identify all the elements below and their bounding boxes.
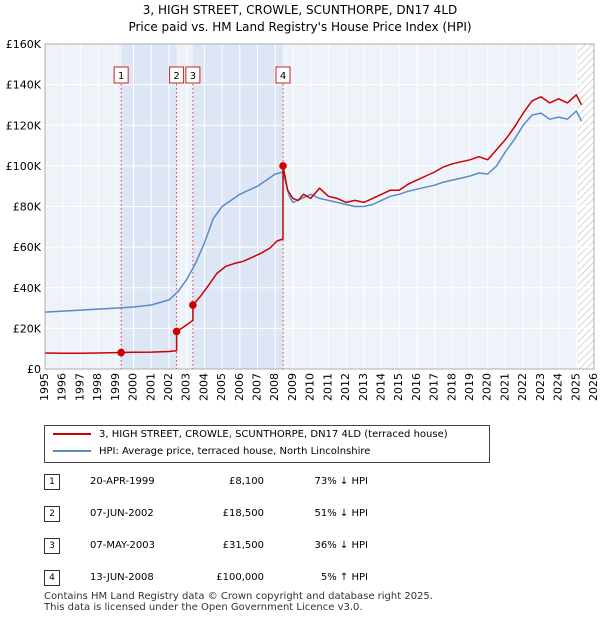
transaction-point	[117, 348, 125, 357]
row-hpi: 5% ↑ HPI	[320, 572, 368, 583]
x-tick-label: 1997	[73, 373, 86, 401]
row-hpi: 51% ↓ HPI	[314, 508, 368, 519]
transaction-marker-label: 1	[118, 71, 124, 82]
x-tick-label: 1998	[91, 373, 104, 401]
x-tick-label: 2007	[251, 373, 264, 401]
footer-line-2: This data is licensed under the Open Gov…	[44, 602, 363, 613]
row-hpi: 73% ↓ HPI	[314, 476, 368, 487]
row-price: £100,000	[216, 572, 264, 583]
row-date: 07-MAY-2003	[90, 540, 156, 551]
x-tick-label: 2014	[374, 373, 387, 401]
transaction-marker-box	[275, 66, 291, 84]
transaction-marker-label: 4	[280, 71, 286, 82]
legend-item-property: 3, HIGH STREET, CROWLE, SCUNTHORPE, DN17…	[53, 427, 448, 443]
x-tick-label: 2000	[127, 373, 140, 401]
x-tick-label: 2018	[445, 373, 458, 401]
table-row: 2 07-JUN-2002 £18,500 51% ↓ HPI	[0, 502, 600, 524]
y-tick-label: £120K	[6, 119, 42, 132]
x-tick-label: 2012	[339, 373, 352, 401]
x-tick-label: 1995	[38, 373, 51, 401]
x-tick-label: 2004	[197, 373, 210, 401]
table-row: 1 20-APR-1999 £8,100 73% ↓ HPI	[0, 470, 600, 492]
legend-item-hpi: HPI: Average price, terraced house, Nort…	[53, 444, 370, 460]
x-tick-label: 2003	[180, 373, 193, 401]
row-number-badge: 2	[44, 506, 60, 522]
chart-title: 3, HIGH STREET, CROWLE, SCUNTHORPE, DN17…	[0, 2, 600, 36]
x-tick-label: 2001	[144, 373, 157, 401]
x-tick-label: 2025	[569, 373, 582, 401]
row-number-badge: 1	[44, 474, 60, 490]
x-tick-label: 2009	[286, 373, 299, 401]
price-chart: £0 £20K £40K £60K £80K £100K £120K £140K £160K 19…	[6, 38, 600, 401]
title-line-1: 3, HIGH STREET, CROWLE, SCUNTHORPE, DN17…	[142, 3, 458, 17]
footer-line-1: Contains HM Land Registry data © Crown c…	[44, 591, 433, 602]
x-tick-label: 2002	[162, 373, 175, 401]
row-number-badge: 4	[44, 570, 60, 586]
series-line-property	[44, 94, 583, 354]
table-row: 3 07-MAY-2003 £31,500 36% ↓ HPI	[0, 534, 600, 556]
row-date: 07-JUN-2002	[90, 508, 154, 519]
x-tick-label: 1999	[109, 373, 122, 401]
transaction-point	[189, 301, 197, 309]
transaction-marker-box	[113, 66, 129, 84]
row-number-badge: 3	[44, 538, 60, 554]
y-tick-label: £20K	[13, 322, 42, 335]
y-tick-label: £140K	[6, 79, 42, 92]
transaction-marker-box	[169, 66, 185, 84]
row-hpi: 36% ↓ HPI	[314, 540, 368, 551]
x-tick-label: 2022	[516, 373, 529, 401]
x-tick-label: 2008	[268, 373, 281, 401]
legend-swatch-blue	[53, 450, 91, 452]
legend-swatch-red	[53, 433, 91, 435]
y-tick-label: £0	[27, 363, 41, 376]
y-tick-label: £160K	[6, 38, 42, 51]
y-tick-label: £60K	[13, 241, 42, 254]
x-tick-label: 2013	[357, 373, 370, 401]
transaction-point	[279, 162, 287, 170]
transaction-marker-box	[185, 66, 201, 84]
transaction-marker-label: 3	[190, 71, 196, 82]
footer-attribution: Contains HM Land Registry data © Crown c…	[44, 591, 433, 613]
x-tick-label: 2016	[410, 373, 423, 401]
title-line-2: Price paid vs. HM Land Registry's House …	[128, 20, 472, 34]
x-tick-label: 2024	[552, 373, 565, 401]
x-tick-label: 2026	[587, 373, 600, 401]
row-date: 13-JUN-2008	[90, 572, 154, 583]
transaction-point	[172, 327, 181, 336]
x-tick-label: 2011	[321, 373, 334, 401]
row-date: 20-APR-1999	[90, 476, 155, 487]
legend: 3, HIGH STREET, CROWLE, SCUNTHORPE, DN17…	[44, 425, 490, 463]
legend-label-property: 3, HIGH STREET, CROWLE, SCUNTHORPE, DN17…	[99, 429, 448, 440]
x-tick-label: 1996	[56, 373, 69, 401]
x-tick-label: 2020	[481, 373, 494, 401]
transaction-marker-label: 2	[173, 71, 179, 82]
y-tick-label: £100K	[6, 160, 42, 173]
y-tick-label: £80K	[13, 201, 42, 214]
x-tick-label: 2017	[428, 373, 441, 401]
x-tick-label: 2023	[534, 373, 547, 401]
x-tick-label: 2005	[215, 373, 228, 401]
row-price: £18,500	[222, 508, 264, 519]
x-tick-label: 2021	[498, 373, 511, 401]
table-row: 4 13-JUN-2008 £100,000 5% ↑ HPI	[0, 566, 600, 588]
row-price: £31,500	[222, 540, 264, 551]
plot-frame	[44, 43, 595, 370]
legend-label-hpi: HPI: Average price, terraced house, Nort…	[99, 446, 371, 457]
x-tick-label: 2015	[392, 373, 405, 401]
x-tick-label: 2006	[233, 373, 246, 401]
x-tick-label: 2010	[304, 373, 317, 401]
series-line-hpi	[44, 110, 583, 313]
x-tick-label: 2019	[463, 373, 476, 401]
y-tick-label: £40K	[13, 282, 42, 295]
row-price: £8,100	[229, 476, 264, 487]
